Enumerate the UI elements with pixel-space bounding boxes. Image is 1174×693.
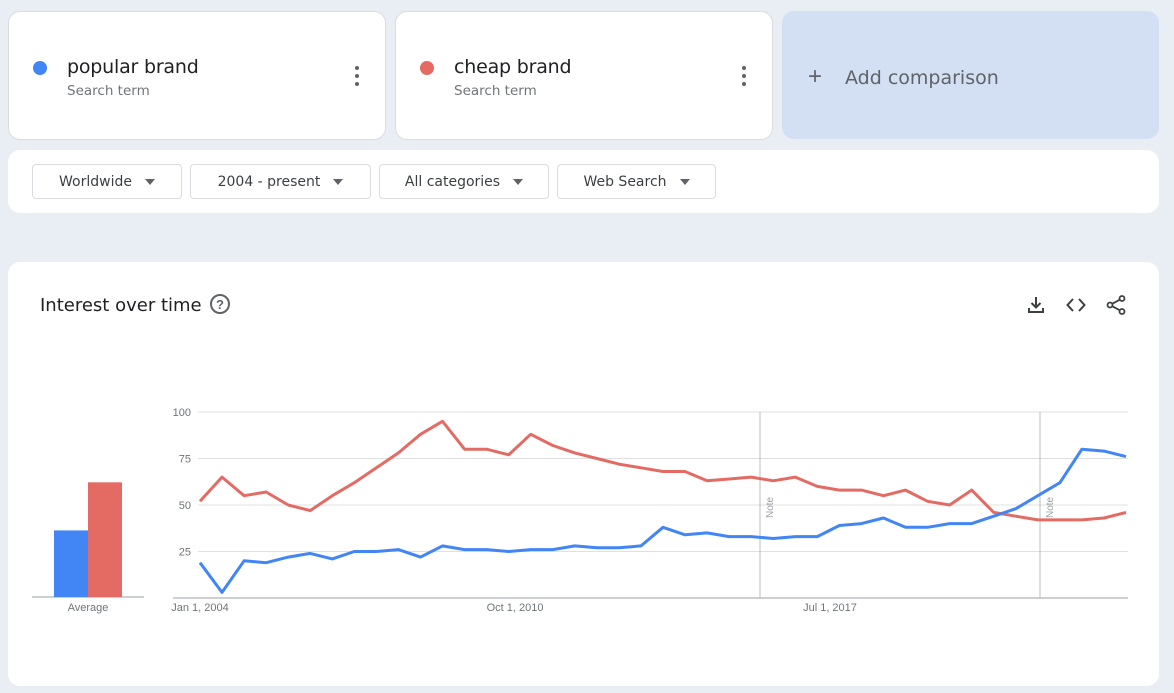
search-term-subtitle: Search term — [67, 83, 150, 99]
category-filter-label: All categories — [404, 173, 501, 190]
region-filter[interactable]: Worldwide — [32, 164, 182, 199]
download-icon[interactable] — [1025, 294, 1047, 316]
average-bar-popular-brand[interactable] — [54, 530, 88, 597]
help-icon[interactable]: ? — [210, 294, 230, 314]
series-color-dot — [33, 61, 47, 75]
filter-bar: Worldwide 2004 - present All categories … — [8, 150, 1159, 213]
search-type-filter[interactable]: Web Search — [557, 164, 716, 199]
region-filter-label: Worldwide — [59, 173, 132, 190]
add-comparison-label: Add comparison — [845, 67, 999, 89]
average-bar-cheap-brand[interactable] — [88, 482, 122, 597]
note-marker-label[interactable]: Note — [765, 496, 776, 518]
category-filter[interactable]: All categories — [379, 164, 549, 199]
search-term-card-popular-brand[interactable]: popular brand Search term — [8, 11, 386, 140]
more-options-icon[interactable] — [738, 66, 750, 86]
add-comparison-button[interactable]: + Add comparison — [782, 11, 1159, 139]
series-line-cheap-brand[interactable] — [198, 419, 1127, 522]
share-icon[interactable] — [1105, 294, 1127, 316]
interest-over-time-card: Interest over time ? Average 100 75 — [8, 262, 1159, 686]
time-range-filter[interactable]: 2004 - present — [190, 164, 371, 199]
y-tick-label: 100 — [173, 407, 191, 419]
search-term-subtitle: Search term — [454, 83, 537, 99]
x-tick-label: Jul 1, 2017 — [803, 602, 857, 614]
y-tick-label: 25 — [179, 547, 191, 559]
search-type-filter-label: Web Search — [583, 173, 667, 190]
x-tick-label: Jan 1, 2004 — [171, 602, 229, 614]
time-range-filter-label: 2004 - present — [217, 173, 321, 190]
x-tick-label: Oct 1, 2010 — [487, 602, 544, 614]
dropdown-caret-icon — [513, 178, 524, 185]
search-term-card-cheap-brand[interactable]: cheap brand Search term — [395, 11, 773, 140]
y-tick-label: 75 — [179, 454, 191, 466]
dropdown-caret-icon — [679, 178, 690, 185]
plus-icon: + — [808, 63, 823, 90]
dropdown-caret-icon — [333, 178, 344, 185]
y-tick-label: 50 — [179, 500, 191, 512]
dropdown-caret-icon — [144, 178, 155, 185]
search-term-name[interactable]: popular brand — [67, 56, 199, 78]
search-term-name[interactable]: cheap brand — [454, 56, 572, 78]
note-marker-label[interactable]: Note — [1045, 496, 1056, 518]
average-label: Average — [68, 602, 109, 614]
series-line-popular-brand[interactable] — [198, 447, 1127, 594]
section-title: Interest over time — [40, 295, 202, 316]
more-options-icon[interactable] — [351, 66, 363, 86]
embed-code-icon[interactable] — [1065, 294, 1087, 316]
interest-chart: Average 100 75 50 25 Jan 1, 2004 Oct 1, … — [32, 407, 1128, 614]
series-color-dot — [420, 61, 434, 75]
